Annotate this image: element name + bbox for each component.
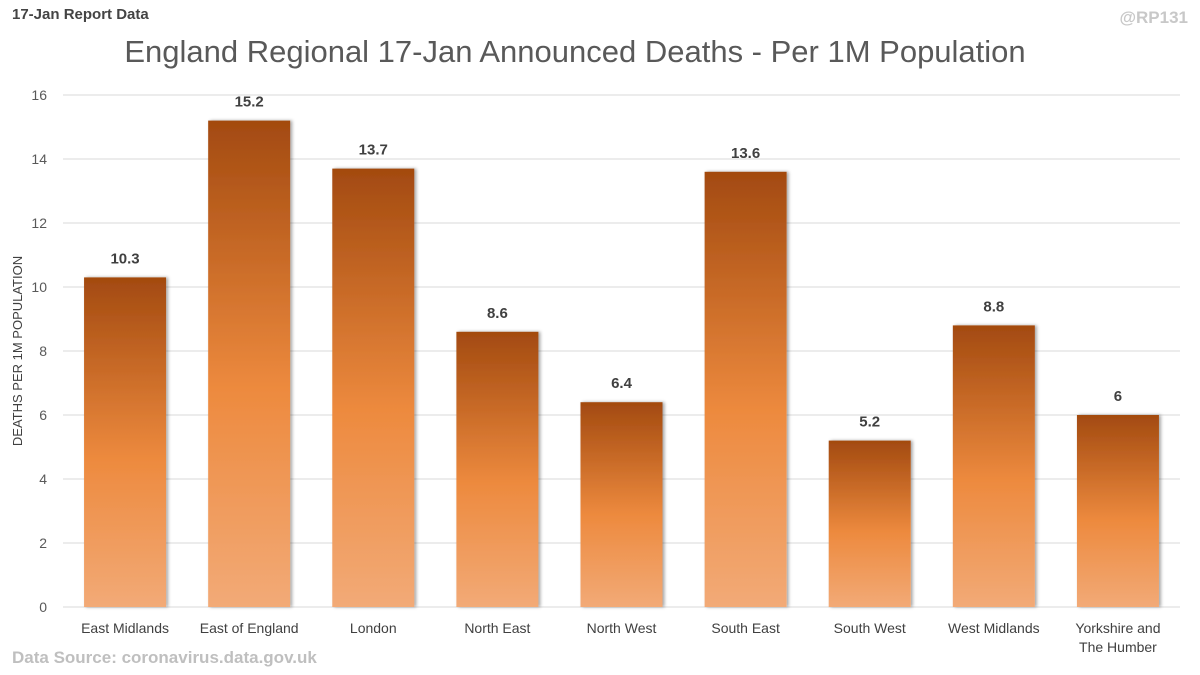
y-tick-label: 8 <box>39 343 47 359</box>
x-tick-label: South East <box>711 620 780 636</box>
y-axis-title: DEATHS PER 1M POPULATION <box>10 256 25 446</box>
bar <box>208 120 291 607</box>
data-label: 13.7 <box>359 142 388 159</box>
x-tick-label: London <box>350 620 397 636</box>
chart-title: England Regional 17-Jan Announced Deaths… <box>124 34 1026 69</box>
data-label: 6 <box>1114 388 1122 405</box>
y-tick-label: 16 <box>31 87 47 103</box>
bar <box>332 168 415 607</box>
y-tick-label: 0 <box>39 599 47 615</box>
data-label: 15.2 <box>235 94 264 111</box>
x-tick-label: North West <box>587 620 657 636</box>
y-tick-label: 2 <box>39 535 47 551</box>
y-tick-label: 12 <box>31 215 47 231</box>
x-tick-label: Yorkshire and The Humber <box>1075 620 1160 655</box>
bar <box>828 440 911 607</box>
bar <box>1076 415 1159 607</box>
y-tick-label: 10 <box>31 279 47 295</box>
data-source-label: Data Source: coronavirus.data.gov.uk <box>12 648 317 667</box>
report-label: 17-Jan Report Data <box>12 6 149 23</box>
x-tick-label: South West <box>834 620 906 636</box>
x-tick-label: North East <box>464 620 530 636</box>
data-label: 8.6 <box>487 305 508 322</box>
x-tick-label: East of England <box>200 620 299 636</box>
bar <box>84 277 167 607</box>
data-label: 5.2 <box>859 414 880 431</box>
y-tick-label: 4 <box>39 471 47 487</box>
author-handle: @RP131 <box>1119 8 1188 27</box>
y-tick-label: 14 <box>31 151 47 167</box>
data-label: 6.4 <box>611 375 633 392</box>
bar <box>580 402 663 607</box>
bar <box>704 171 787 608</box>
bar <box>952 325 1035 607</box>
data-label: 8.8 <box>983 298 1004 315</box>
x-tick-label: West Midlands <box>948 620 1040 636</box>
x-tick-label: East Midlands <box>81 620 169 636</box>
data-label: 10.3 <box>110 250 139 267</box>
y-tick-label: 6 <box>39 407 47 423</box>
data-label: 13.6 <box>731 145 760 162</box>
bar <box>456 331 539 607</box>
